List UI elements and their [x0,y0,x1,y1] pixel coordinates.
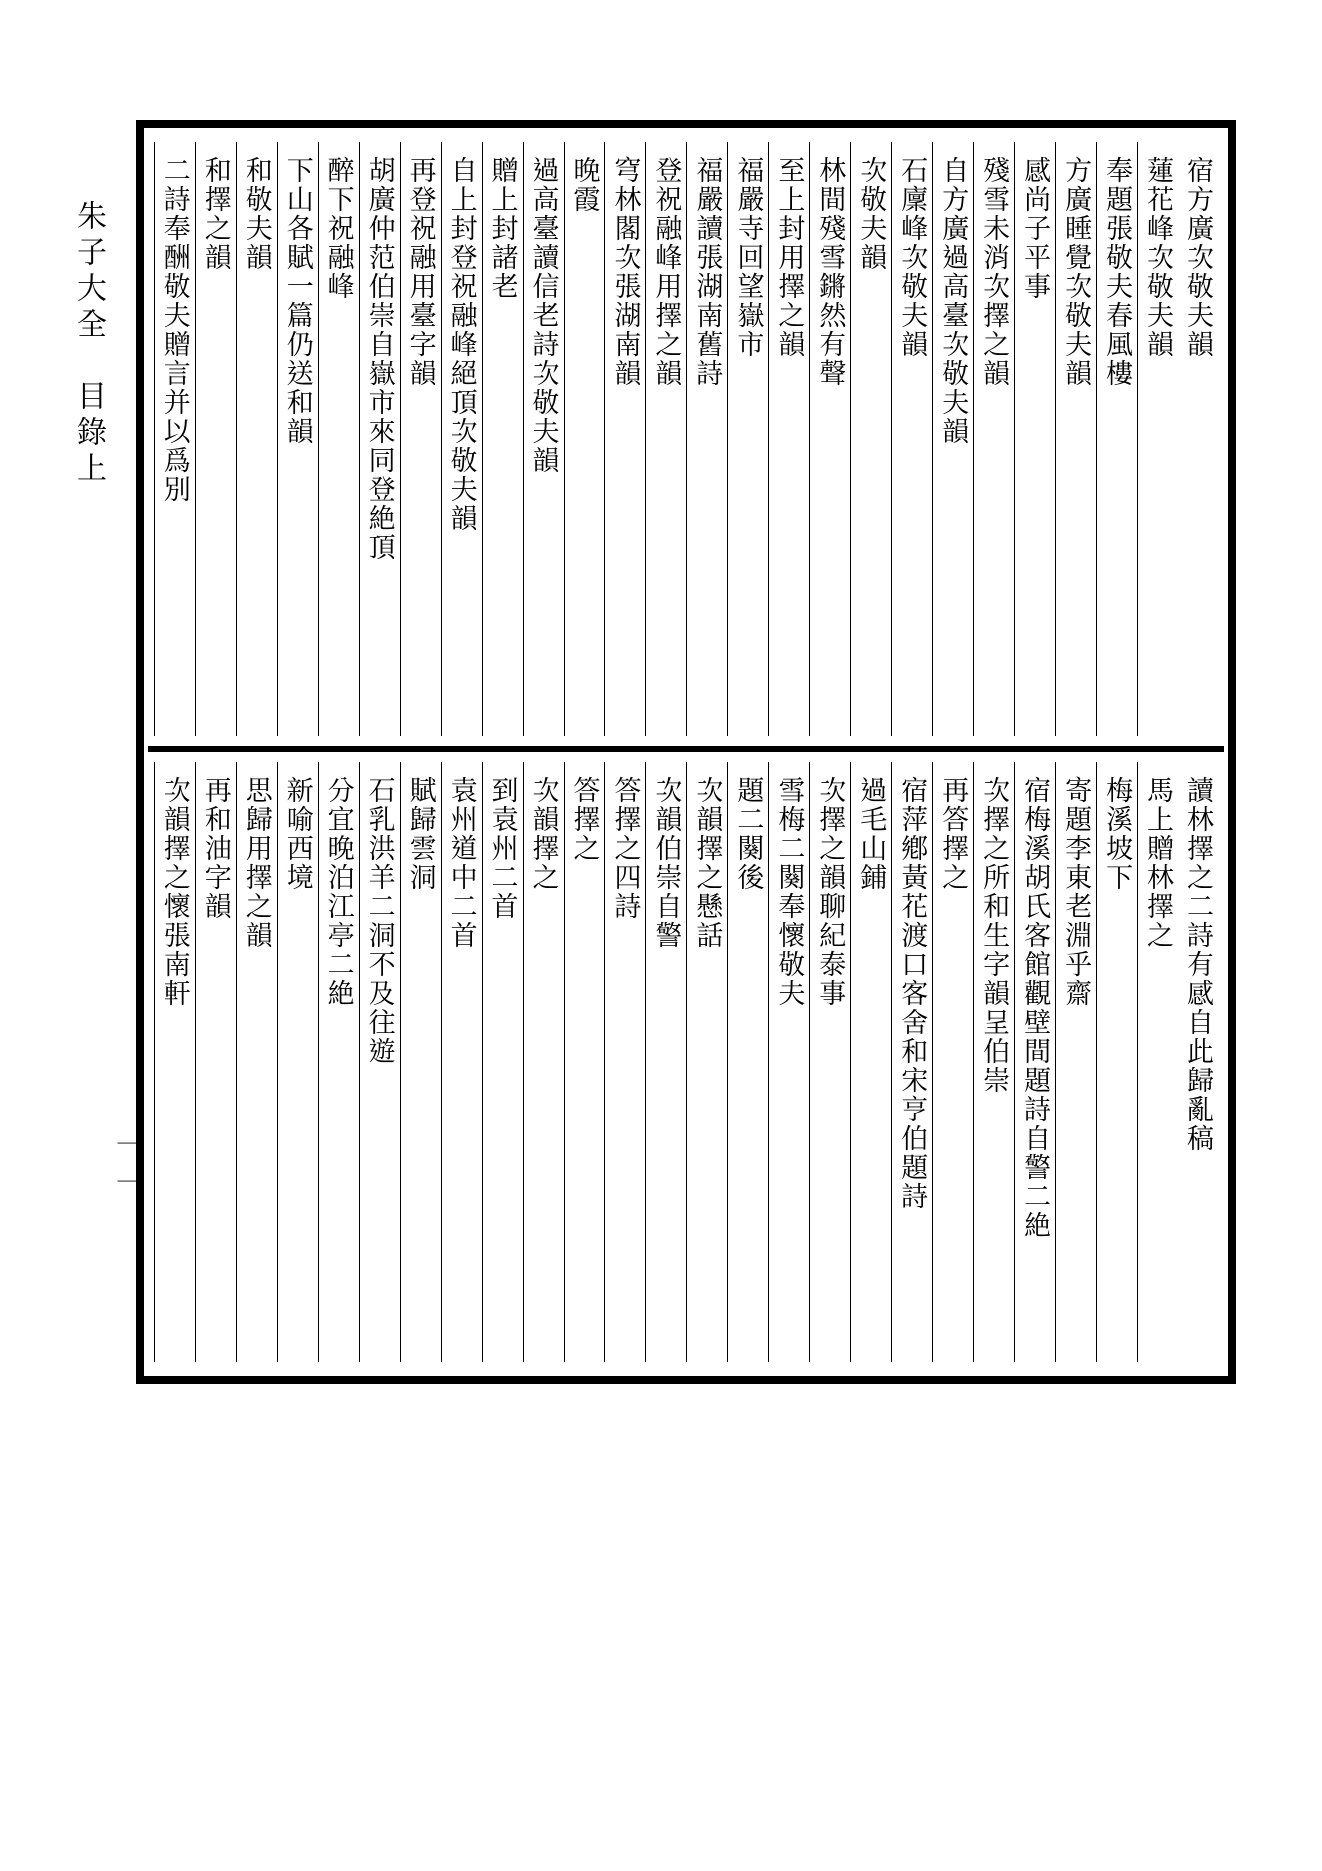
text-column: 題二闋後 [727,762,768,1362]
text-column: 次韻擇之懸話 [686,762,727,1362]
text-column: 二詩奉酬敬夫贈言并以爲別 [154,142,195,736]
text-column: 袁州道中二首 [441,762,482,1362]
text-column: 分宜晚泊江亭二絶 [318,762,359,1362]
text-column: 過毛山鋪 [850,762,891,1362]
text-column: 次韻伯崇自警 [645,762,686,1362]
text-column: 醉下祝融峰 [318,142,359,736]
text-column: 賦歸雲洞 [400,762,441,1362]
text-column: 蓮花峰次敬夫韻 [1137,142,1178,736]
text-column: 次韻擇之懷張南軒 [154,762,195,1362]
text-column: 感尚子平事 [1014,142,1055,736]
text-column: 次韻擇之 [523,762,564,1362]
text-column: 和敬夫韻 [236,142,277,736]
lower-half: 讀林擇之二詩有感自此歸亂稿馬上贈林擇之梅溪坡下寄題李東老淵乎齋宿梅溪胡氏客館觀壁… [148,752,1224,1372]
text-column: 宿方廣次敬夫韻 [1178,142,1218,736]
text-column: 奉題張敬夫春風樓 [1096,142,1137,736]
text-column: 至上封用擇之韻 [768,142,809,736]
page-number: 一一 [110,1130,150,1206]
text-column: 次擇之所和生字韻呈伯崇 [973,762,1014,1362]
text-column: 殘雪未消次擇之韻 [973,142,1014,736]
text-column: 石乳洪羊二洞不及往遊 [359,762,400,1362]
text-column: 方廣睡覺次敬夫韻 [1055,142,1096,736]
text-frame: 宿方廣次敬夫韻蓮花峰次敬夫韻奉題張敬夫春風樓方廣睡覺次敬夫韻感尚子平事殘雪未消次… [136,120,1236,1384]
text-column: 福嚴讀張湖南舊詩 [686,142,727,736]
text-column: 福嚴寺回望嶽市 [727,142,768,736]
upper-half: 宿方廣次敬夫韻蓮花峰次敬夫韻奉題張敬夫春風樓方廣睡覺次敬夫韻感尚子平事殘雪未消次… [148,132,1224,752]
text-column: 到袁州二首 [482,762,523,1362]
text-column: 再答擇之 [932,762,973,1362]
text-column: 贈上封諸老 [482,142,523,736]
text-column: 宿萍鄕黃花渡口客舍和宋亨伯題詩 [891,762,932,1362]
text-column: 次擇之韻聊紀泰事 [809,762,850,1362]
text-column: 新喻西境 [277,762,318,1362]
text-column: 穹林閣次張湖南韻 [604,142,645,736]
side-title: 朱子大全 目錄上 [70,120,114,488]
text-column: 再和油字韻 [195,762,236,1362]
text-column: 下山各賦一篇仍送和韻 [277,142,318,736]
text-column: 胡廣仲范伯崇自嶽市來同登絶頂 [359,142,400,736]
text-column: 再登祝融用臺字韻 [400,142,441,736]
text-column: 寄題李東老淵乎齋 [1055,762,1096,1362]
text-column: 登祝融峰用擇之韻 [645,142,686,736]
text-column: 雪梅二闋奉懷敬夫 [768,762,809,1362]
text-column: 晚霞 [564,142,605,736]
text-column: 馬上贈林擇之 [1137,762,1178,1362]
text-column: 石廩峰次敬夫韻 [891,142,932,736]
text-column: 答擇之 [564,762,605,1362]
text-column: 讀林擇之二詩有感自此歸亂稿 [1178,762,1218,1362]
text-column: 答擇之四詩 [604,762,645,1362]
text-column: 林間殘雪鏘然有聲 [809,142,850,736]
text-column: 宿梅溪胡氏客館觀壁間題詩自警二絶 [1014,762,1055,1362]
text-column: 自上封登祝融峰絕頂次敬夫韻 [441,142,482,736]
text-column: 思歸用擇之韻 [236,762,277,1362]
text-column: 梅溪坡下 [1096,762,1137,1362]
page-wrap: 朱子大全 目錄上 宿方廣次敬夫韻蓮花峰次敬夫韻奉題張敬夫春風樓方廣睡覺次敬夫韻感… [70,120,1252,1384]
text-column: 自方廣過高臺次敬夫韻 [932,142,973,736]
text-column: 過高臺讀信老詩次敬夫韻 [523,142,564,736]
text-column: 次敬夫韻 [850,142,891,736]
text-column: 和擇之韻 [195,142,236,736]
